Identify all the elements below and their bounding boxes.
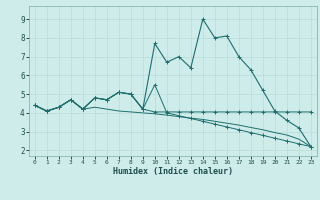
X-axis label: Humidex (Indice chaleur): Humidex (Indice chaleur) <box>113 167 233 176</box>
